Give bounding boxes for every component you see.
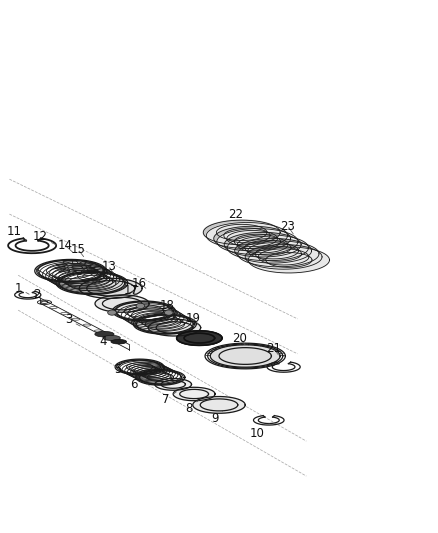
Polygon shape	[217, 229, 298, 255]
Polygon shape	[238, 241, 319, 267]
Ellipse shape	[108, 310, 117, 315]
Text: 8: 8	[186, 401, 198, 415]
Polygon shape	[95, 295, 149, 312]
Text: 23: 23	[281, 220, 295, 234]
Ellipse shape	[164, 310, 173, 315]
Ellipse shape	[95, 332, 114, 337]
Polygon shape	[203, 220, 280, 245]
Polygon shape	[245, 245, 322, 269]
Text: 17: 17	[124, 284, 138, 297]
Polygon shape	[214, 227, 290, 251]
Polygon shape	[210, 345, 280, 367]
Polygon shape	[79, 278, 142, 298]
Text: 1: 1	[14, 282, 29, 295]
Text: 20: 20	[233, 332, 247, 345]
Polygon shape	[248, 247, 329, 273]
Text: 12: 12	[32, 230, 56, 245]
Text: 11: 11	[6, 225, 26, 240]
Polygon shape	[155, 378, 191, 390]
Polygon shape	[227, 235, 308, 261]
Text: 6: 6	[130, 377, 144, 391]
Text: 5: 5	[114, 362, 126, 376]
Text: 22: 22	[228, 208, 246, 223]
Text: 4: 4	[99, 335, 112, 348]
Text: 15: 15	[71, 244, 86, 257]
Text: 10: 10	[250, 424, 269, 440]
Polygon shape	[193, 397, 245, 413]
Text: 2: 2	[33, 288, 46, 302]
Polygon shape	[206, 222, 288, 248]
Ellipse shape	[136, 303, 145, 309]
Text: 16: 16	[132, 277, 147, 289]
Polygon shape	[235, 238, 311, 263]
Text: 18: 18	[160, 300, 175, 312]
Ellipse shape	[103, 335, 120, 341]
Text: 13: 13	[102, 260, 117, 273]
Text: 3: 3	[65, 313, 80, 326]
Text: 14: 14	[58, 239, 73, 253]
Polygon shape	[173, 387, 215, 401]
Polygon shape	[224, 232, 301, 257]
Polygon shape	[148, 319, 201, 336]
Text: 7: 7	[162, 392, 177, 406]
Text: 19: 19	[185, 311, 200, 325]
Text: 9: 9	[211, 411, 223, 425]
Text: 21: 21	[266, 342, 281, 355]
Ellipse shape	[111, 340, 127, 344]
Polygon shape	[177, 331, 222, 345]
